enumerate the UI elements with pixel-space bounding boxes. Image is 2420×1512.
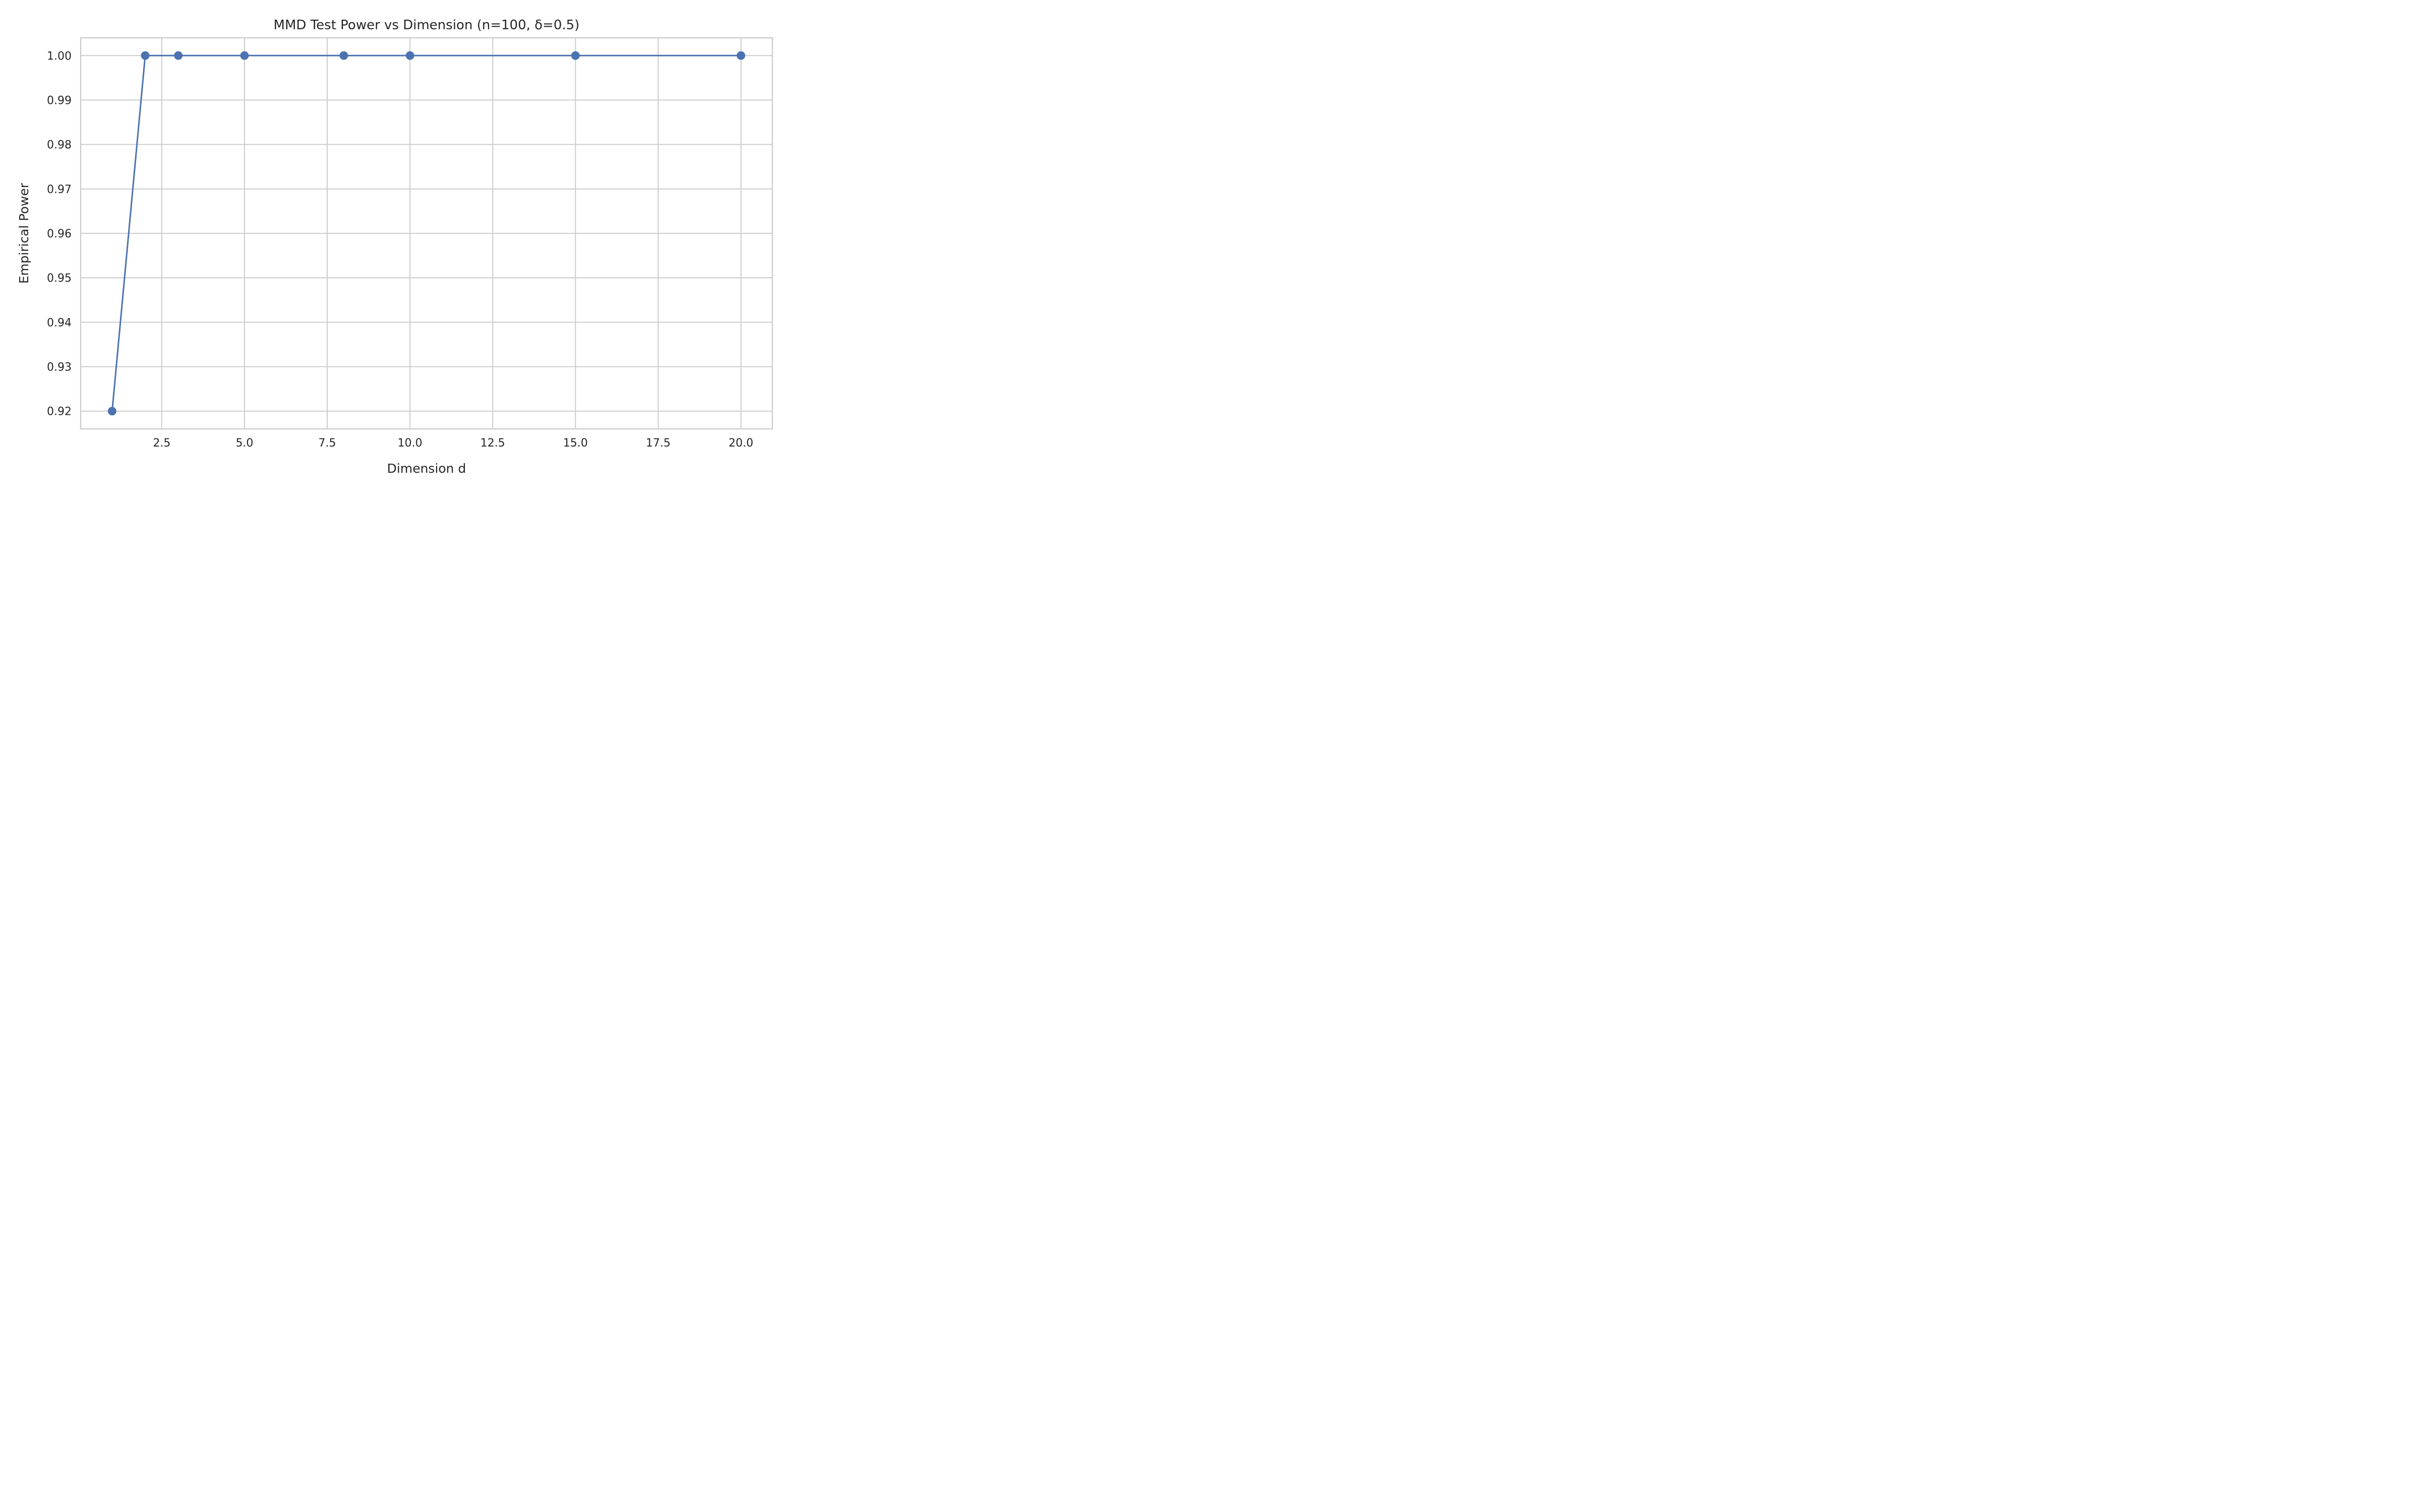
data-point	[174, 51, 183, 60]
data-point	[571, 51, 580, 60]
chart-background	[0, 0, 791, 494]
data-point	[141, 51, 150, 60]
plot-frame	[80, 37, 773, 430]
y-tick-label: 0.94	[47, 317, 72, 329]
data-point	[405, 51, 414, 60]
y-tick-label: 0.95	[47, 272, 72, 285]
chart-title: MMD Test Power vs Dimension (n=100, δ=0.…	[274, 18, 580, 33]
series-layer	[107, 51, 746, 416]
y-tick-label: 0.93	[47, 361, 72, 374]
x-axis-label: Dimension d	[387, 461, 466, 476]
chart: 2.5 5.0 7.5 10.0 12.5 15.0 17.5 20.0 0.92 0.93 0.9…	[0, 0, 791, 494]
x-tick-label: 2.5	[153, 437, 170, 450]
data-point	[107, 407, 116, 416]
y-tick-label: 0.97	[47, 183, 72, 196]
x-tick-label: 17.5	[646, 437, 671, 450]
data-point	[737, 51, 746, 60]
y-tick-label: 0.92	[47, 406, 72, 418]
x-tick-label: 10.0	[398, 437, 422, 450]
data-point	[240, 51, 249, 60]
tick-labels: 2.5 5.0 7.5 10.0 12.5 15.0 17.5 20.0 0.92 0.93 0.9…	[47, 50, 753, 450]
x-tick-label: 5.0	[235, 437, 253, 450]
series-line	[111, 54, 741, 411]
x-tick-label: 7.5	[319, 437, 336, 450]
y-tick-label: 0.98	[47, 139, 72, 152]
y-axis-label: Empirical Power	[17, 182, 31, 283]
x-tick-label: 15.0	[563, 437, 588, 450]
x-tick-label: 12.5	[480, 437, 505, 450]
data-point	[339, 51, 348, 60]
x-tick-label: 20.0	[729, 437, 753, 450]
y-tick-label: 0.96	[47, 228, 72, 240]
y-tick-label: 1.00	[47, 50, 72, 62]
y-tick-label: 0.99	[47, 94, 72, 107]
